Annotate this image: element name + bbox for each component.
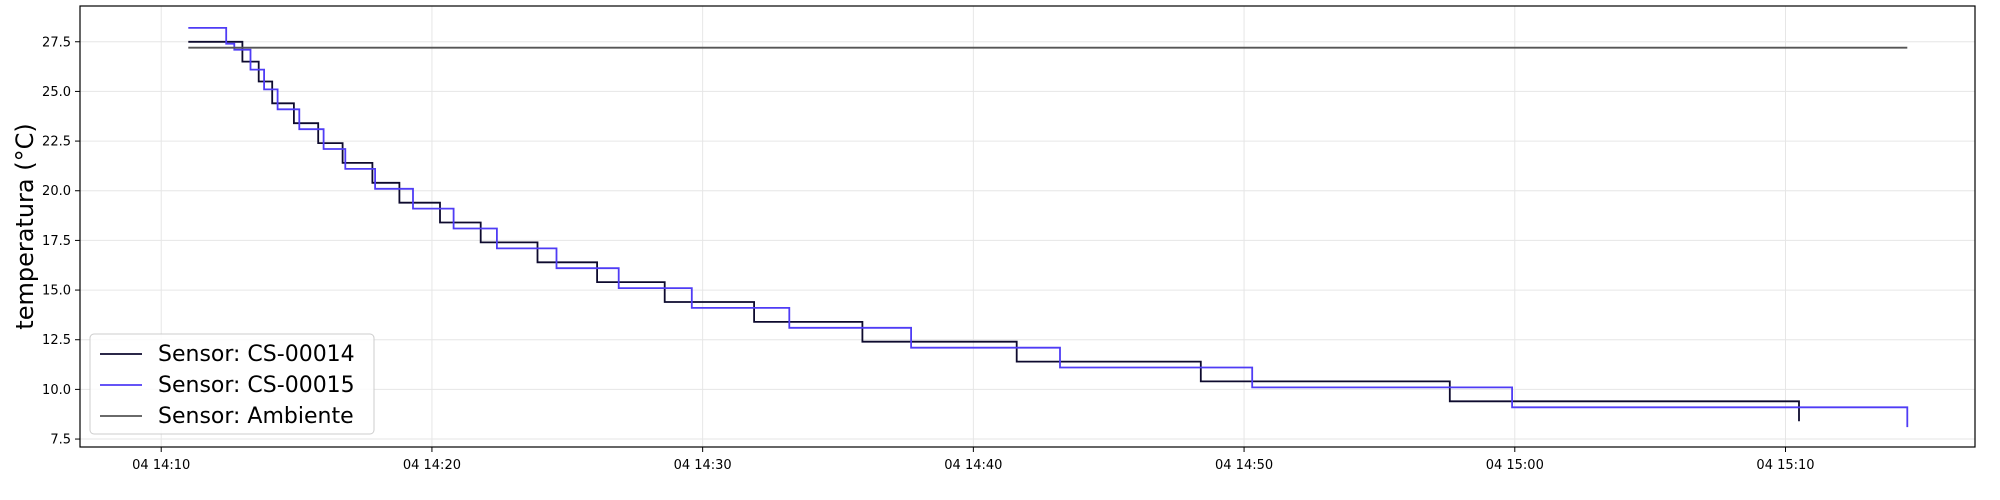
legend-label-1: Sensor: CS-00014: [158, 342, 355, 367]
x-tick-label: 04 14:40: [944, 458, 1002, 473]
legend-box: [89, 333, 375, 435]
x-tick-label: 04 14:30: [674, 458, 732, 473]
y-tick-label: 27.5: [42, 35, 71, 50]
y-tick-label: 12.5: [42, 333, 71, 348]
x-tick-label: 04 14:10: [132, 458, 190, 473]
plot-frame: [79, 5, 1976, 448]
x-tick-label: 04 14:50: [1215, 458, 1273, 473]
y-tick-label: 25.0: [42, 85, 71, 100]
x-tick-label: 04 14:20: [403, 458, 461, 473]
grid: [80, 6, 1975, 447]
legend-label-3: Sensor: Ambiente: [158, 404, 354, 429]
y-tick-label: 10.0: [42, 383, 71, 398]
y-tick-label: 15.0: [42, 284, 71, 299]
y-tick-label: 22.5: [42, 135, 71, 150]
axis-ticks: 04 14:10 04 14:20 04 14:30 04 14:40 04 14:50…: [42, 35, 1815, 473]
x-tick-label: 04 15:10: [1756, 458, 1814, 473]
legend-label-2: Sensor: CS-00015: [158, 373, 355, 398]
series-line-2: [188, 27, 1909, 428]
series-line-1: [188, 40, 1800, 422]
legend: Sensor: CS-00014 Sensor: CS-00015 Sensor: …: [89, 333, 375, 435]
y-tick-label: 7.5: [50, 433, 71, 448]
x-tick-label: 04 15:00: [1486, 458, 1544, 473]
series-lines: [188, 27, 1909, 428]
y-tick-label: 17.5: [42, 234, 71, 249]
y-tick-label: 20.0: [42, 184, 71, 199]
y-axis-label: temperatura (°C): [11, 123, 39, 329]
